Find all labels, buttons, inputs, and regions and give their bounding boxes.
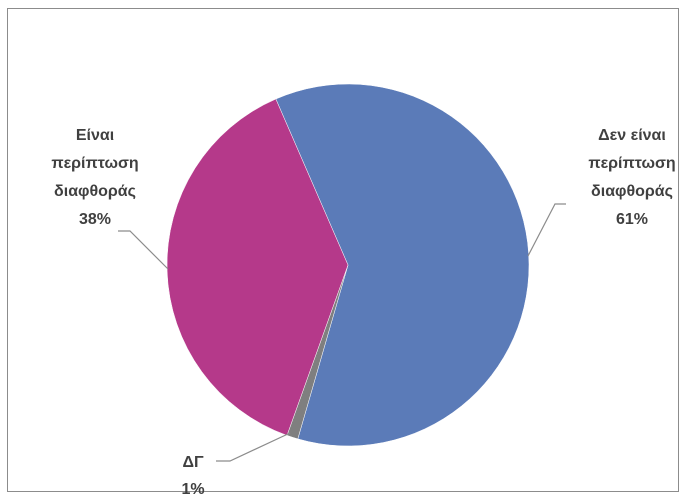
label-line: διαφθοράς: [591, 183, 673, 200]
label-line: περίπτωση: [588, 155, 675, 172]
pie-slices: [166, 83, 530, 447]
label-line: περίπτωση: [51, 155, 138, 172]
leader-line-corruption: [118, 230, 169, 270]
slice-label-dk: ΔΓ 1%: [181, 454, 204, 498]
label-line: ΔΓ: [182, 454, 204, 471]
slice-corruption: [166, 98, 349, 436]
label-line: διαφθοράς: [54, 183, 136, 200]
percent-label: 38%: [79, 211, 111, 228]
percent-label: 1%: [181, 481, 204, 498]
slice-label-not-corruption: Δεν είναι περίπτωση διαφθοράς 61%: [588, 127, 675, 228]
leader-line-dk: [216, 432, 291, 462]
percent-label: 61%: [616, 211, 648, 228]
leader-lines: [118, 203, 566, 462]
label-line: Δεν είναι: [598, 127, 666, 144]
slice-not-corruption: [275, 83, 530, 447]
leader-line-not-corruption: [527, 203, 566, 257]
slice-label-corruption: Είναι περίπτωση διαφθοράς 38%: [51, 127, 138, 228]
label-line: Είναι: [76, 127, 114, 144]
